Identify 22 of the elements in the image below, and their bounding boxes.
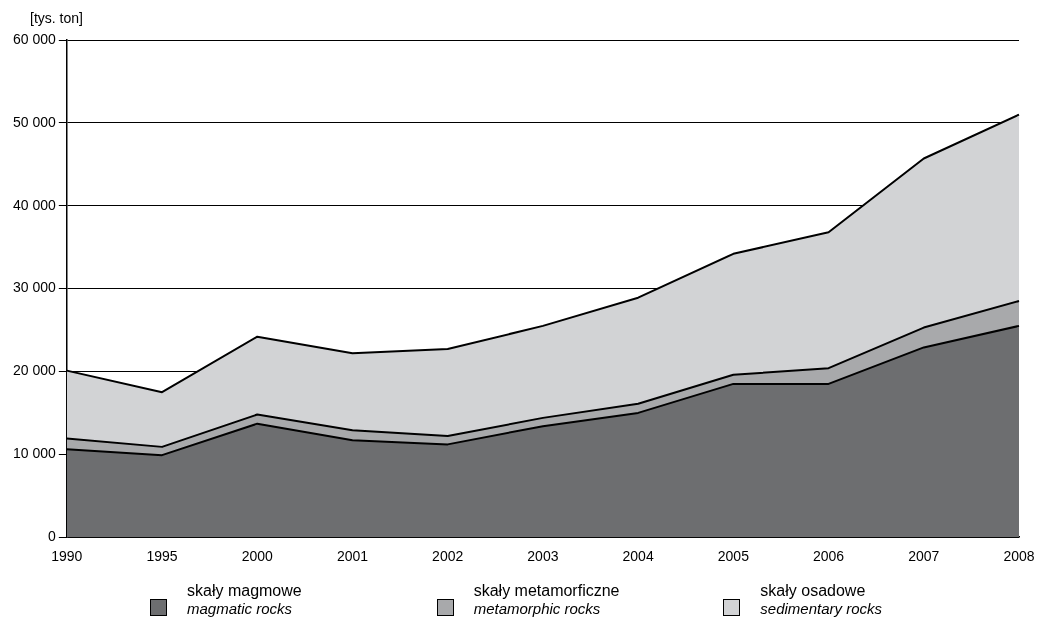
x-tick-label: 1995 (146, 548, 178, 565)
y-tick-label: 40 000 (12, 196, 57, 213)
x-tick-label: 2003 (527, 548, 559, 565)
x-tick-label: 2008 (1003, 548, 1035, 565)
x-tick-label: 1990 (51, 548, 83, 565)
y-axis-title: [tys. ton] (30, 10, 83, 26)
x-tick-label: 2002 (432, 548, 464, 565)
y-tick-label: 0 (48, 528, 57, 545)
x-tick-label: 2001 (336, 548, 369, 565)
y-tick-label: 60 000 (12, 30, 57, 47)
x-tick-label: 2006 (812, 548, 845, 565)
y-tick-label: 20 000 (12, 362, 57, 379)
x-tick-label: 2000 (241, 548, 274, 565)
y-tick-label: 10 000 (12, 445, 57, 462)
x-tick-label: 2007 (908, 548, 940, 565)
x-tick-label: 2005 (717, 548, 750, 565)
x-tick-label: 2004 (622, 548, 654, 565)
legend-label: skały osadowe sedimentary rocks (760, 582, 883, 618)
legend-label: skały magmowe magmatic rocks (187, 582, 302, 618)
y-tick-label: 50 000 (12, 113, 57, 130)
legend-label: skały metamorficzne metamorphic rocks (473, 582, 620, 618)
y-tick-label: 30 000 (12, 279, 57, 296)
